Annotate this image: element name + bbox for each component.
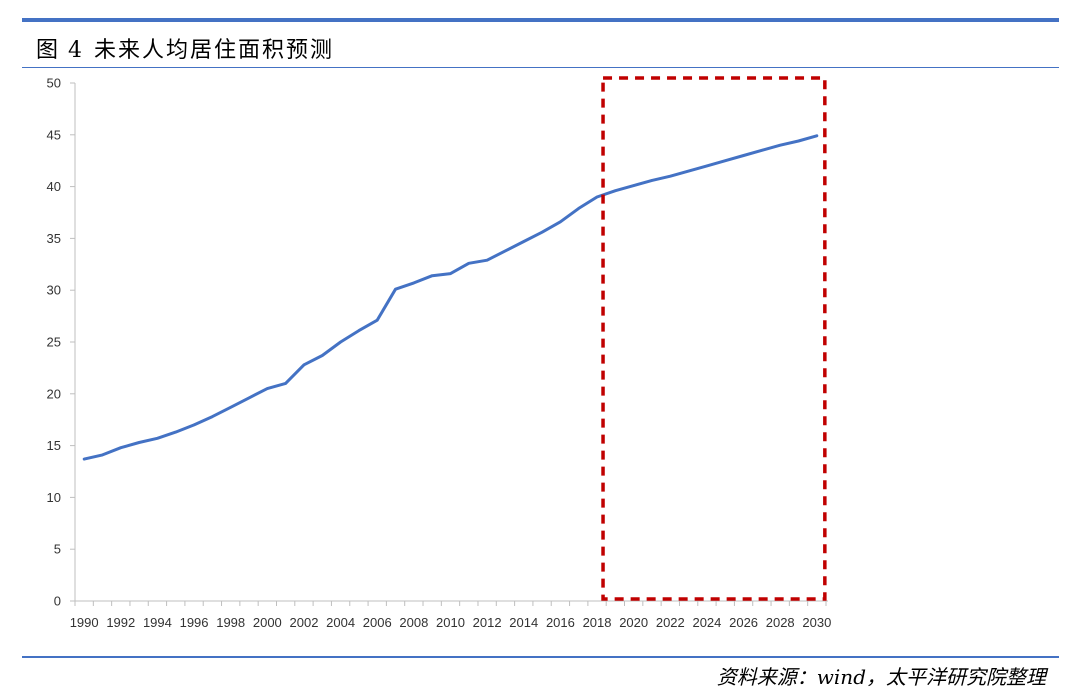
data-point [339,340,342,344]
x-tick-label: 2024 [692,615,721,630]
x-tick-label: 2002 [290,615,319,630]
figure-title-text: 未来人均居住面积预测 [94,38,335,63]
bottom-rule [22,656,1059,658]
y-tick-label: 45 [47,127,61,142]
x-tick-label: 2012 [473,615,502,630]
series-line [82,134,819,461]
data-point [614,189,617,192]
title-rule [22,67,1059,68]
data-point [266,387,269,390]
data-point [101,453,104,457]
x-tick-label: 2006 [363,615,392,630]
data-point [449,272,452,275]
data-point [540,230,544,234]
y-tick-label: 15 [47,438,61,453]
y-tick-label: 0 [54,594,61,609]
x-tick-label: 2030 [802,615,831,630]
data-point [119,446,122,449]
data-point [724,159,727,162]
y-tick-label: 35 [47,231,61,246]
data-point [742,154,745,157]
x-tick-label: 2004 [326,615,355,630]
data-point [504,249,507,253]
data-point [669,175,672,178]
x-tick-label: 2022 [656,615,685,630]
x-tick-label: 2026 [729,615,758,630]
figure-label: 图 [36,38,61,63]
data-point [302,363,306,366]
data-point [705,164,709,168]
data-point [376,319,379,322]
data-point [522,240,525,243]
data-point [174,430,177,434]
data-point [211,415,214,418]
y-tick-label: 50 [47,76,61,91]
y-tick-label: 25 [47,335,61,350]
data-point [559,220,562,224]
chart-area: 0 5 10 15 20 25 30 35 40 45 50 1990 1992 1994 1996 1998… [0,70,1080,650]
x-tick-label: 2014 [509,615,538,630]
data-point [797,139,800,143]
data-point [632,184,635,187]
x-tick-label: 1990 [70,615,99,630]
data-point [650,179,654,182]
data-point [321,354,324,357]
figure-title: 图 4 未来人均居住面积预测 [36,32,334,64]
y-tick-label: 10 [47,490,61,505]
data-point [412,281,416,285]
source-note: 资料来源：wind，太平洋研究院整理 [716,665,1046,689]
data-point [687,169,690,173]
line-chart: 0 5 10 15 20 25 30 35 40 45 50 1990 1992 1994 1996 1998… [47,76,832,631]
x-tick-label: 1992 [106,615,135,630]
x-tick-label: 2020 [619,615,648,630]
forecast-region-box [601,76,827,601]
x-tick-label: 2028 [766,615,795,630]
x-tick-label: 1994 [143,615,172,630]
y-tick-label: 40 [47,179,61,194]
data-point [485,258,489,262]
data-point [394,287,397,291]
x-tick-label: 2008 [399,615,428,630]
data-point [595,195,599,199]
y-tick-label: 30 [47,283,61,298]
data-point [229,406,232,409]
data-point [192,423,196,427]
data-point [430,274,434,277]
data-point [82,457,86,461]
data-point [815,134,819,138]
data-point [357,329,361,332]
data-point [760,149,764,152]
data-point [284,382,287,385]
x-tick-label: 2016 [546,615,575,630]
x-tick-label: 2018 [583,615,612,630]
data-point [467,262,471,265]
x-tick-label: 1998 [216,615,245,630]
data-point [577,207,580,210]
top-rule [22,18,1059,22]
data-point [779,143,782,147]
y-tick-label: 20 [47,386,61,401]
x-tick-label: 2000 [253,615,282,630]
data-point [247,396,251,400]
y-tick-label: 5 [54,542,61,557]
figure-number: 4 [68,38,85,63]
data-point [137,441,141,444]
x-tick-label: 2010 [436,615,465,630]
data-point [156,437,159,440]
x-tick-label: 1996 [180,615,209,630]
